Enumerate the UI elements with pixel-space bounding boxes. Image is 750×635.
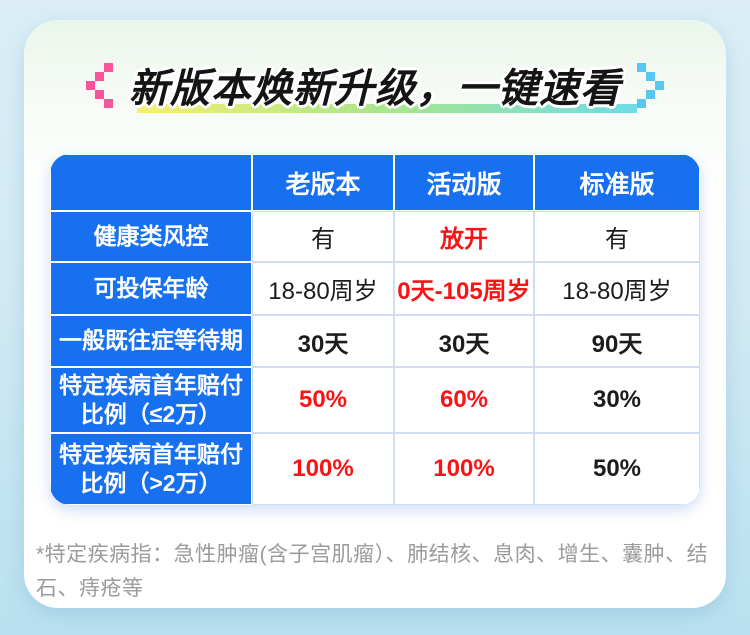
cell-health-risk-old: 有 [252, 211, 394, 262]
page-background: { "title":"新版本焕新升级，一键速看", "chart_data":{… [0, 20, 750, 635]
cell-payout-le20k-activity: 60% [394, 367, 534, 433]
cell-payout-gt20k-activity: 100% [394, 433, 534, 505]
pixel-arrow-left-icon [86, 62, 113, 108]
pixel-arrow-right-icon [637, 62, 664, 108]
cell-age-old: 18-80周岁 [252, 262, 394, 315]
page-title-wrap: 新版本焕新升级，一键速看 [129, 56, 637, 114]
cell-waiting-old: 30天 [252, 315, 394, 367]
promo-card: 新版本焕新升级，一键速看 老版本 活动版 标准版 健康类风控 有 放开 有 可投… [24, 20, 726, 608]
cell-waiting-activity: 30天 [394, 315, 534, 367]
table-corner-cell [50, 154, 252, 211]
footnote: *特定疾病指：急性肿瘤(含子宫肌瘤）、肺结核、息肉、增生、囊肿、结石、痔疮等 [36, 543, 709, 600]
title-underline [137, 104, 637, 113]
page-title-row: 新版本焕新升级，一键速看 [24, 20, 726, 114]
row-label-waiting-period: 一般既往症等待期 [50, 315, 252, 367]
row-label-health-risk-control: 健康类风控 [50, 211, 252, 262]
page-title: 新版本焕新升级，一键速看 [129, 67, 621, 111]
cell-waiting-standard: 90天 [534, 315, 700, 367]
row-label-insurable-age: 可投保年龄 [50, 262, 252, 315]
cell-age-standard: 18-80周岁 [534, 262, 700, 315]
column-header-activity-version: 活动版 [394, 154, 534, 211]
row-label-payout-ratio-gt-20k: 特定疾病首年赔付比例（>2万） [50, 433, 252, 505]
comparison-table: 老版本 活动版 标准版 健康类风控 有 放开 有 可投保年龄 18-80周岁 0… [50, 154, 700, 505]
cell-payout-gt20k-old: 100% [252, 433, 394, 505]
column-header-old-version: 老版本 [252, 154, 394, 211]
cell-payout-le20k-old: 50% [252, 367, 394, 433]
cell-payout-le20k-standard: 30% [534, 367, 700, 433]
cell-payout-gt20k-standard: 50% [534, 433, 700, 505]
column-header-standard-version: 标准版 [534, 154, 700, 211]
row-label-payout-ratio-le-20k: 特定疾病首年赔付比例（≤2万） [50, 367, 252, 433]
cell-health-risk-activity: 放开 [394, 211, 534, 262]
cell-age-activity: 0天-105周岁 [394, 262, 534, 315]
cell-health-risk-standard: 有 [534, 211, 700, 262]
